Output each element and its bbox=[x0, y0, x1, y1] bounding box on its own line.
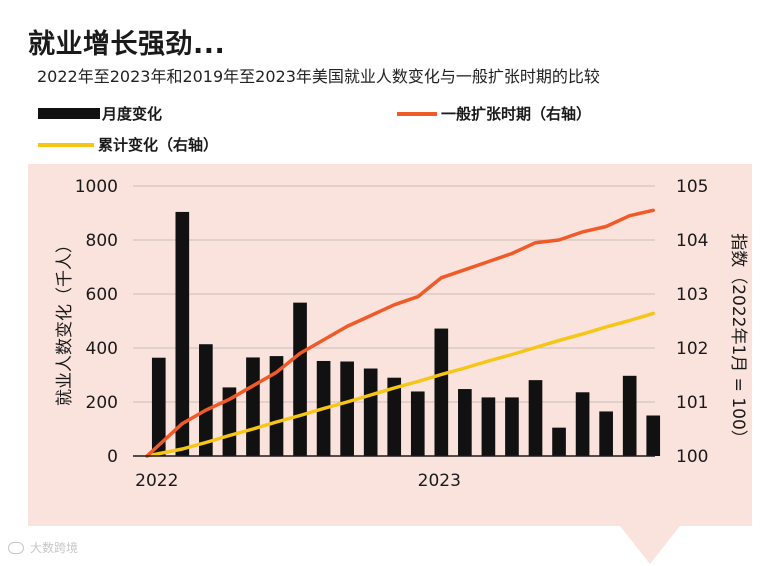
watermark: 大数跨境 bbox=[8, 539, 78, 556]
x-tick-label: 2022 bbox=[135, 471, 178, 491]
y-tick-label-right: 100 bbox=[676, 447, 708, 467]
bar bbox=[599, 411, 613, 456]
legend-cumulative-label: 累计变化（右轴） bbox=[98, 136, 219, 154]
bar bbox=[505, 397, 519, 456]
bar bbox=[434, 328, 449, 456]
y-tick-label-right: 102 bbox=[676, 339, 708, 359]
bar bbox=[458, 389, 472, 456]
watermark-logo-icon bbox=[8, 541, 24, 554]
bar bbox=[575, 392, 590, 456]
x-tick-label: 2023 bbox=[418, 471, 461, 491]
y-tick-label-right: 101 bbox=[676, 393, 708, 413]
y-tick-label-right: 105 bbox=[676, 177, 708, 197]
legend-cumulative-swatch bbox=[38, 142, 94, 147]
bar bbox=[387, 377, 402, 456]
legend-expansion-label: 一般扩张时期（右轴） bbox=[441, 105, 592, 123]
y-axis-title-left: 就业人数变化（千人） bbox=[55, 236, 75, 406]
y-tick-label-left: 600 bbox=[86, 285, 118, 305]
y-tick-label-right: 104 bbox=[676, 231, 708, 251]
bar bbox=[528, 380, 543, 456]
y-tick-label-left: 400 bbox=[86, 339, 118, 359]
y-axis-title-right: 指数（2022年1月 = 100） bbox=[728, 233, 748, 447]
bar bbox=[363, 368, 378, 456]
bar bbox=[622, 375, 637, 456]
legend-bar-swatch bbox=[38, 108, 100, 119]
bar bbox=[151, 357, 166, 456]
expansion-line bbox=[145, 208, 655, 458]
bar bbox=[410, 391, 425, 456]
bar bbox=[552, 427, 566, 456]
bar bbox=[222, 387, 237, 456]
y-tick-label-left: 0 bbox=[107, 447, 118, 467]
y-tick-label-left: 200 bbox=[86, 393, 118, 413]
legend-expansion-swatch bbox=[397, 111, 437, 116]
y-tick-label-right: 103 bbox=[676, 285, 708, 305]
legend-expansion: 一般扩张时期（右轴） bbox=[397, 103, 591, 124]
y-tick-label-left: 800 bbox=[86, 231, 118, 251]
bar bbox=[340, 361, 354, 456]
watermark-text: 大数跨境 bbox=[30, 541, 79, 555]
cumulative-line bbox=[145, 311, 655, 458]
bar bbox=[293, 302, 307, 456]
bar bbox=[269, 356, 284, 456]
bar bbox=[246, 357, 260, 456]
chart-panel-background bbox=[28, 164, 752, 564]
bar bbox=[646, 415, 661, 456]
y-tick-label-left: 1000 bbox=[75, 177, 118, 197]
legend-monthly: 月度变化 bbox=[38, 103, 162, 124]
legend-cumulative: 累计变化（右轴） bbox=[38, 134, 218, 155]
bar bbox=[199, 344, 213, 456]
bar bbox=[175, 211, 190, 456]
chart-subtitle: 2022年至2023年和2019年至2023年美国就业人数变化与一般扩张时期的比… bbox=[37, 67, 600, 86]
bar bbox=[481, 397, 496, 456]
chart-title: 就业增长强劲... bbox=[28, 29, 226, 60]
legend-monthly-label: 月度变化 bbox=[102, 105, 163, 123]
